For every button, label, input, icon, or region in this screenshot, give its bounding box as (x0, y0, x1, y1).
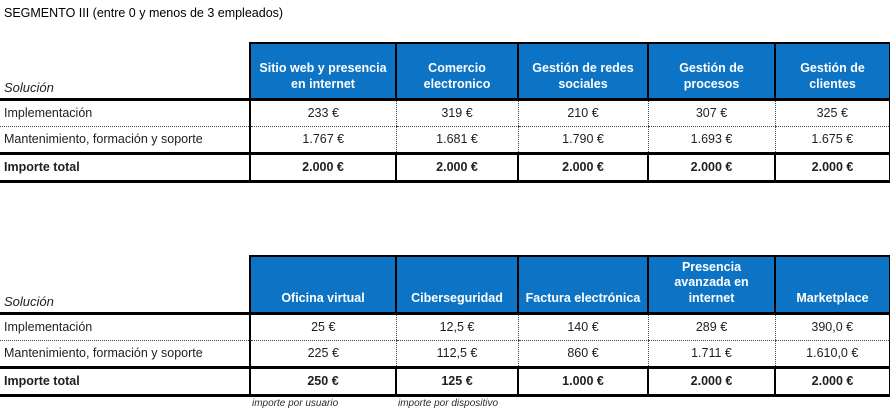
table-header-row: Solución Oficina virtual Ciberseguridad … (0, 255, 890, 315)
table-footnote-per-user: importe por usuario (252, 398, 339, 409)
column-header: Factura electrónica (517, 255, 649, 315)
table-footnote-per-device: importe por dispositivo (398, 398, 499, 409)
value-cell: 112,5 € (395, 340, 518, 369)
table-total-row: Importe total 2.000 € 2.000 € 2.000 € 2.… (0, 153, 890, 183)
row-label: Importe total (0, 367, 251, 397)
value-cell: 319 € (395, 99, 518, 127)
column-header: Ciberseguridad (395, 255, 519, 315)
value-cell: 1.000 € (517, 367, 648, 397)
value-cell: 390,0 € (774, 313, 890, 341)
table-row: Mantenimiento, formación y soporte 225 €… (0, 340, 890, 369)
value-cell: 2.000 € (647, 153, 775, 183)
value-cell: 140 € (517, 313, 648, 341)
pricing-table-segment: Solución Sitio web y presencia en intern… (0, 42, 890, 183)
table-row: Implementación 233 € 319 € 210 € 307 € 3… (0, 99, 890, 127)
value-cell: 210 € (517, 99, 648, 127)
column-header: Gestión de clientes (774, 42, 890, 101)
value-cell: 233 € (250, 99, 396, 127)
value-cell: 2.000 € (517, 153, 648, 183)
row-label: Mantenimiento, formación y soporte (0, 126, 251, 155)
row-label: Mantenimiento, formación y soporte (0, 340, 251, 369)
solution-corner-label: Solución (0, 256, 250, 315)
row-label: Importe total (0, 153, 251, 183)
value-cell: 1.767 € (250, 126, 396, 155)
value-cell: 2.000 € (250, 153, 396, 183)
table-row: Mantenimiento, formación y soporte 1.767… (0, 126, 890, 155)
value-cell: 1.681 € (395, 126, 518, 155)
value-cell: 2.000 € (774, 153, 890, 183)
value-cell: 1.693 € (647, 126, 775, 155)
row-label: Implementación (0, 99, 251, 127)
value-cell: 250 € (250, 367, 396, 397)
table-header-row: Solución Sitio web y presencia en intern… (0, 42, 890, 101)
value-cell: 1.711 € (647, 340, 775, 369)
value-cell: 307 € (647, 99, 775, 127)
value-cell: 225 € (250, 340, 396, 369)
column-header: Presencia avanzada en internet (647, 255, 776, 315)
value-cell: 1.675 € (774, 126, 890, 155)
column-header: Sitio web y presencia en internet (249, 42, 397, 101)
column-header: Oficina virtual (249, 255, 397, 315)
column-header: Gestión de redes sociales (517, 42, 649, 101)
value-cell: 289 € (647, 313, 775, 341)
solution-corner-label: Solución (0, 43, 250, 101)
value-cell: 1.610,0 € (774, 340, 890, 369)
value-cell: 2.000 € (647, 367, 775, 397)
table-total-row: Importe total 250 € 125 € 1.000 € 2.000 … (0, 367, 890, 397)
value-cell: 2.000 € (774, 367, 890, 397)
value-cell: 1.790 € (517, 126, 648, 155)
value-cell: 2.000 € (395, 153, 518, 183)
row-label: Implementación (0, 313, 251, 341)
segment-title: SEGMENTO III (entre 0 y menos de 3 emple… (4, 6, 284, 20)
value-cell: 12,5 € (395, 313, 518, 341)
table-row: Implementación 25 € 12,5 € 140 € 289 € 3… (0, 313, 890, 341)
column-header: Marketplace (774, 255, 890, 315)
column-header: Gestión de procesos (647, 42, 776, 101)
value-cell: 25 € (250, 313, 396, 341)
value-cell: 125 € (395, 367, 518, 397)
value-cell: 860 € (517, 340, 648, 369)
value-cell: 325 € (774, 99, 890, 127)
column-header: Comercio electronico (395, 42, 519, 101)
pricing-table-extra: Solución Oficina virtual Ciberseguridad … (0, 255, 890, 397)
